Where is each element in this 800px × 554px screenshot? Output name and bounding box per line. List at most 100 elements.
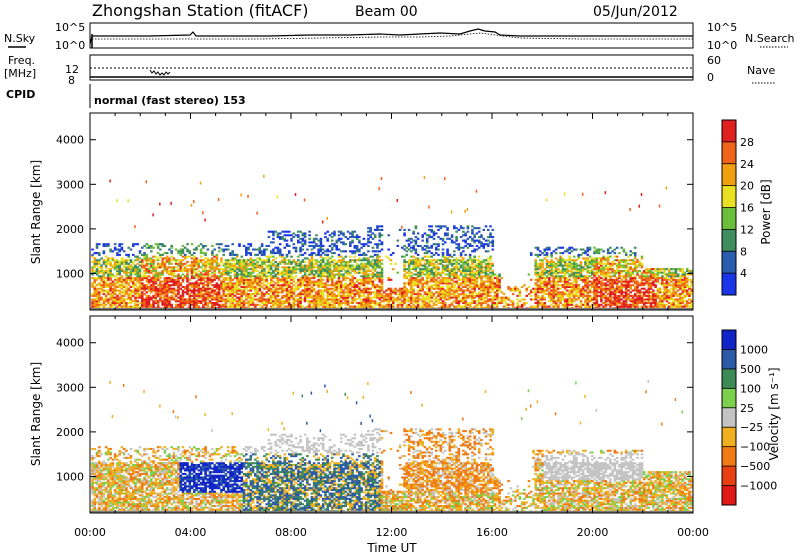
heatmap-cell [183,287,187,290]
heatmap-cell [552,301,556,305]
heatmap-cell [179,250,183,253]
heatmap-cell [464,298,467,301]
heatmap-cell [245,291,248,294]
heatmap-cell [254,268,257,271]
heatmap-cell [421,303,424,306]
heatmap-cell [136,289,140,292]
heatmap-cell [310,280,314,283]
heatmap-cell [566,278,569,281]
heatmap-cell [249,257,253,260]
heatmap-cell [339,259,343,262]
heatmap-cell [150,260,153,264]
heatmap-cell [328,273,332,276]
heatmap-cell [468,253,472,256]
heatmap-cell [213,269,216,272]
heatmap-cell [165,259,169,262]
heatmap-cell [421,259,424,262]
heatmap-cell [484,275,488,278]
heatmap-cell [168,296,171,299]
heatmap-cell [240,262,244,265]
heatmap-cell [554,252,558,255]
heatmap-cell [464,301,467,305]
heatmap-cell [473,278,476,281]
heatmap-cell [536,280,540,283]
heatmap-cell [410,291,413,294]
heatmap-cell [548,278,551,281]
heatmap-cell [466,227,470,230]
heatmap-cell [416,284,420,287]
heatmap-cell [141,298,144,301]
heatmap-cell [407,262,411,265]
heatmap-cell [419,305,422,308]
heatmap-cell [534,289,538,292]
heatmap-cell [283,277,287,280]
heatmap-cell [559,259,562,262]
heatmap-cell [321,278,325,281]
heatmap-cell [414,250,418,253]
heatmap-cell [118,243,121,246]
heatmap-cell [195,257,198,260]
heatmap-cell [441,301,445,305]
heatmap-cell [93,285,97,289]
heatmap-cell [199,280,203,283]
heatmap-cell [317,248,320,251]
heatmap-cell [247,294,250,297]
heatmap-cell [154,287,158,290]
heatmap-cell [193,293,196,296]
heatmap-cell [242,278,246,281]
heatmap-cell [376,277,379,280]
heatmap-cell [434,296,438,299]
heatmap-cell [502,293,506,296]
heatmap-cell [432,275,436,278]
heatmap-cell [516,298,519,301]
heatmap-cell [107,293,110,296]
heatmap-cell [161,269,164,272]
heatmap-cell [360,259,363,262]
heatmap-cell [511,301,515,305]
heatmap-cell [367,250,370,253]
heatmap-cell [367,291,370,294]
heatmap-cell [287,250,291,253]
heatmap-cell [396,198,399,202]
heatmap-cell [109,282,112,285]
heatmap-cell [125,253,128,256]
heatmap-cell [367,230,370,233]
heatmap-cell [523,301,526,305]
heatmap-cell [256,257,259,260]
heatmap-cell [550,285,553,289]
heatmap-cell [274,301,277,305]
heatmap-cell [143,264,146,267]
heatmap-cell [351,277,354,280]
heatmap-cell [321,301,325,305]
heatmap-cell [165,280,169,283]
heatmap-cell [224,262,228,265]
heatmap-cell [306,285,309,289]
heatmap-cell [131,285,135,289]
heatmap-cell [448,237,452,240]
heatmap-cell [552,298,556,301]
heatmap-cell [421,278,424,281]
heatmap-cell [102,278,106,281]
heatmap-cell [507,303,510,306]
heatmap-cell [202,269,205,272]
heatmap-cell [468,280,472,283]
heatmap-cell [373,301,377,305]
heatmap-cell [170,269,173,272]
heatmap-cell [254,262,257,265]
heatmap-cell [349,284,352,287]
heatmap-cell [254,269,257,272]
heatmap-cell [292,287,296,290]
heatmap-cell [554,264,558,267]
heatmap-cell [104,260,108,264]
heatmap-cell [407,248,411,251]
heatmap-cell [93,300,97,303]
heatmap-cell [249,289,253,292]
heatmap-cell [249,296,253,299]
heatmap-cell [231,250,235,253]
heatmap-cell [319,291,323,294]
heatmap-cell [419,298,422,301]
heatmap-cell [134,269,137,272]
heatmap-cell [428,271,431,274]
heatmap-cell [193,266,196,269]
heatmap-cell [389,296,393,299]
